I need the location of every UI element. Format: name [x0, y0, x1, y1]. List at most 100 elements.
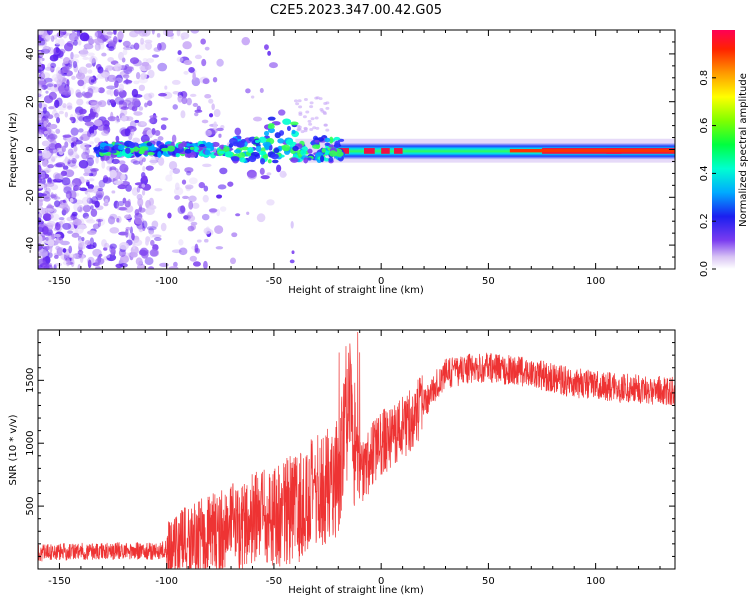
noise-blob: [204, 93, 212, 99]
noise-blob: [93, 38, 103, 44]
colorbar-tick-label: 0.0: [699, 261, 710, 277]
noise-blob: [202, 78, 210, 85]
noise-blob: [38, 30, 45, 35]
noise-blob: [312, 126, 317, 130]
noise-blob: [246, 211, 250, 215]
noise-blob: [43, 265, 50, 269]
ridge-blob: [262, 154, 269, 159]
noise-blob: [268, 62, 278, 69]
noise-blob: [47, 222, 52, 229]
noise-blob: [140, 37, 145, 45]
ridge-blob: [110, 150, 117, 154]
noise-blob: [73, 145, 78, 153]
noise-blob: [90, 79, 95, 83]
noise-blob: [183, 214, 191, 221]
noise-blob: [81, 130, 92, 140]
noise-blob: [182, 195, 189, 200]
noise-blob: [140, 121, 146, 126]
colorbar: 0.0 0.2 0.4 0.6 0.8 Normalized spectral ampl…: [699, 30, 749, 277]
noise-blob: [41, 72, 51, 79]
noise-blob: [145, 165, 154, 171]
noise-blob: [180, 205, 186, 214]
noise-blob: [129, 44, 135, 50]
noise-blob: [109, 243, 117, 250]
noise-blob: [71, 75, 76, 80]
noise-blob: [94, 137, 101, 144]
noise-blob: [38, 177, 43, 184]
ridge-blob: [267, 124, 275, 129]
colorbar-tick-label: 0.4: [699, 165, 710, 181]
noise-blob: [190, 30, 200, 34]
noise-blob: [50, 155, 58, 159]
noise-blob: [50, 192, 54, 199]
noise-blob: [43, 95, 54, 104]
noise-blob: [133, 42, 140, 50]
noise-blob: [70, 127, 79, 136]
noise-blob: [241, 36, 251, 46]
noise-blob: [234, 127, 242, 136]
noise-blob: [104, 198, 109, 204]
noise-blob: [38, 155, 43, 161]
noise-blob: [200, 38, 206, 45]
noise-blob: [145, 236, 151, 243]
noise-blob: [204, 238, 209, 243]
noise-blob: [133, 111, 143, 116]
noise-blob: [84, 240, 91, 246]
noise-blob: [309, 101, 314, 105]
noise-blob: [43, 183, 48, 191]
y-tick-label: 20: [25, 95, 36, 108]
ridge-blob: [258, 150, 267, 156]
noise-blob: [113, 35, 118, 45]
noise-blob: [154, 130, 161, 136]
noise-blob: [88, 55, 98, 63]
noise-blob: [231, 232, 238, 238]
ridge-blob: [234, 149, 242, 154]
noise-blob: [176, 56, 184, 62]
noise-blob: [125, 184, 132, 192]
noise-blob: [87, 184, 95, 190]
noise-blob: [39, 39, 46, 46]
ridge-blob: [274, 132, 281, 139]
noise-blob: [64, 141, 69, 148]
ridge-blob: [314, 139, 320, 143]
noise-blob: [89, 126, 95, 135]
noise-blob: [90, 205, 94, 210]
noise-blob: [213, 108, 221, 118]
noise-blob: [141, 175, 148, 182]
noise-blob: [40, 48, 50, 54]
ridge-blob: [175, 152, 180, 158]
noise-blob: [42, 213, 52, 221]
noise-blob: [68, 245, 73, 254]
ridge-core: [364, 148, 375, 154]
noise-blob: [58, 110, 65, 115]
noise-blob: [136, 185, 141, 193]
ridge-blob: [167, 145, 176, 152]
ridge-blob: [117, 144, 125, 151]
ridge-blob: [146, 142, 153, 147]
noise-blob: [125, 66, 134, 70]
noise-blob: [148, 118, 155, 124]
noise-blob: [149, 117, 158, 125]
noise-blob: [203, 260, 208, 269]
noise-blob: [183, 215, 189, 220]
noise-blob: [38, 183, 45, 189]
noise-blob: [178, 247, 188, 256]
noise-blob: [131, 187, 139, 196]
noise-blob: [62, 248, 67, 253]
noise-blob: [209, 113, 214, 118]
noise-blob: [69, 198, 74, 203]
ridge-blob: [286, 125, 291, 132]
noise-blob: [88, 173, 94, 177]
noise-blob: [79, 136, 84, 141]
noise-blob: [125, 228, 129, 238]
noise-blob: [54, 173, 64, 181]
noise-blob: [217, 184, 227, 190]
colorbar-gradient: [712, 30, 735, 269]
noise-blob: [46, 30, 53, 36]
noise-blob: [73, 54, 80, 59]
noise-blob: [89, 111, 96, 120]
noise-blob: [116, 88, 124, 93]
noise-blob: [295, 102, 300, 106]
noise-blob: [192, 71, 196, 81]
